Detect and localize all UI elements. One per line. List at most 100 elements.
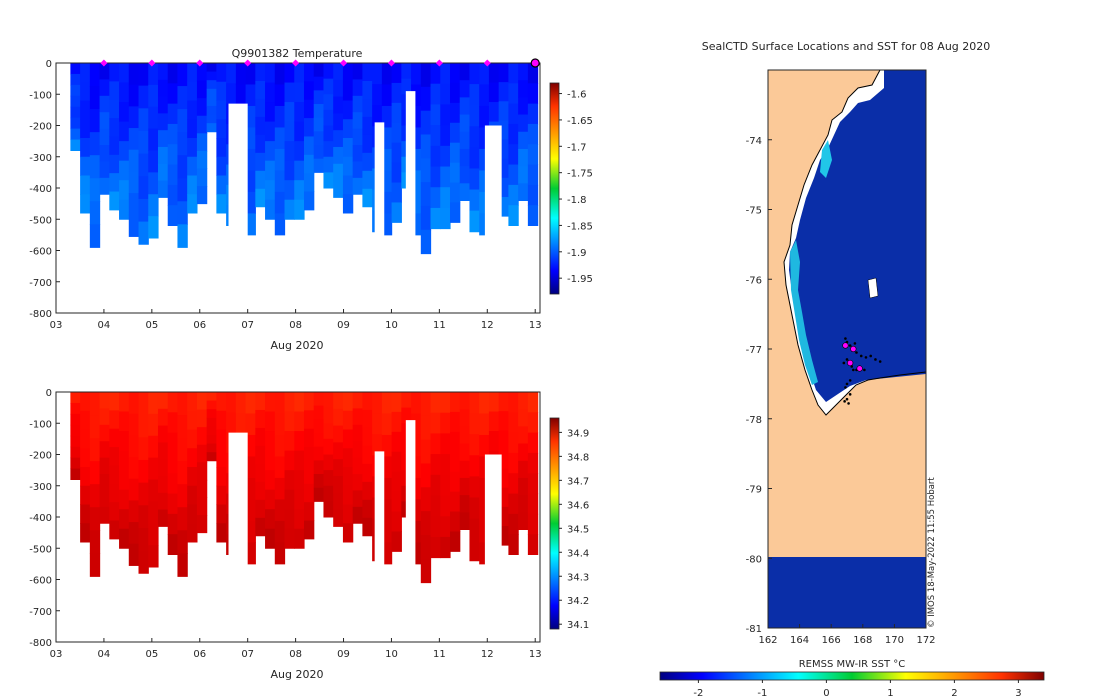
sst-colorbar-tick-label: 3: [1015, 688, 1021, 699]
x-tick-label: 04: [98, 649, 111, 660]
profile-cell: [411, 148, 422, 171]
profile-cell: [157, 96, 169, 114]
profile-cell: [138, 459, 149, 484]
profile-cell: [167, 205, 179, 226]
profile-cell: [119, 489, 130, 510]
profile-cell: [469, 63, 480, 85]
profile-cell: [99, 506, 110, 524]
profile-cell: [313, 63, 325, 78]
profile-cell: [518, 495, 529, 513]
profile-cell: [138, 527, 149, 552]
profile-cell: [420, 86, 432, 112]
profile-cell: [265, 63, 276, 84]
profile-cell: [216, 194, 227, 214]
profile-cell: [518, 512, 529, 530]
profile-cell: [527, 164, 539, 186]
x-tick-label: 11: [433, 320, 446, 331]
x-tick-label: 03: [50, 320, 63, 331]
profile-cell: [196, 98, 208, 117]
profile-cell: [303, 483, 315, 503]
profile-cell: [342, 194, 354, 214]
profile-cell: [381, 191, 393, 214]
profile-cell: [255, 445, 266, 465]
profile-cell: [177, 507, 188, 531]
profile-cell: [167, 432, 179, 454]
y-tick-label: -700: [29, 278, 52, 289]
profile-cell: [177, 86, 188, 110]
profile-cell: [440, 207, 451, 230]
profile-cell: [498, 82, 509, 102]
profile-cell: [196, 133, 208, 152]
profile-cell: [498, 139, 509, 160]
profile-cell: [80, 81, 91, 101]
profile-cell: [313, 419, 325, 434]
x-tick-label: 06: [193, 320, 206, 331]
data-gap: [405, 91, 416, 313]
profile-cell: [459, 460, 471, 479]
x-tick-label: 05: [145, 649, 158, 660]
profile-cell: [333, 459, 344, 477]
profile-cell: [89, 438, 101, 462]
x-tick-label: 12: [481, 649, 494, 660]
profile-cell: [430, 474, 441, 497]
profile-cell: [216, 448, 227, 468]
track-point: [848, 344, 852, 347]
profile-cell: [323, 392, 334, 409]
profile-cell: [440, 63, 451, 85]
x-tick-label: 08: [289, 320, 302, 331]
profile-cell: [128, 193, 140, 216]
track-point: [878, 360, 882, 363]
profile-cell: [333, 509, 344, 527]
profile-cell: [303, 428, 315, 448]
profile-cell: [342, 448, 354, 468]
profile-cell: [488, 102, 500, 123]
profile-cell: [391, 162, 402, 184]
profile-cell: [362, 427, 373, 447]
profile-cell: [245, 434, 256, 457]
profile-marker: [148, 59, 156, 67]
profile-cell: [167, 103, 179, 125]
profile-cell: [469, 126, 480, 148]
y-tick-label: -600: [29, 247, 52, 258]
profile-cell: [255, 170, 266, 190]
profile-cell: [128, 128, 140, 151]
profile-cell: [381, 84, 393, 107]
profile-cell: [167, 513, 179, 535]
profile-cell: [187, 410, 198, 430]
profile-cell: [148, 128, 159, 152]
profile-cell: [508, 452, 519, 474]
profile-cell: [206, 71, 217, 81]
profile-cell: [255, 517, 266, 537]
profile-cell: [128, 171, 140, 194]
profile-cell: [167, 164, 179, 186]
profile-cell: [362, 80, 373, 100]
profile-cell: [255, 80, 266, 100]
profile-cell: [323, 78, 334, 95]
profile-cell: [362, 116, 373, 136]
profile-cell: [274, 63, 286, 85]
profile-cell: [274, 542, 286, 565]
temperature-panel: Q9901382 Temperature 0 -100 -200 -300 -400 -5…: [29, 47, 593, 352]
profile-cell: [333, 130, 344, 148]
profile-cell: [89, 461, 101, 485]
profile-cell: [274, 84, 286, 107]
profile-cell: [274, 148, 286, 171]
profile-cell: [216, 175, 227, 195]
profile-cell: [430, 454, 441, 476]
profile-cell: [119, 470, 130, 491]
profile-cell: [391, 182, 402, 203]
profile-cell: [420, 534, 432, 560]
profile-cell: [420, 229, 432, 255]
profile-cell: [450, 411, 461, 433]
profile-cell: [157, 509, 169, 527]
y-tick-label: -400: [29, 513, 52, 524]
profile-cell: [128, 478, 140, 501]
data-gap: [405, 420, 416, 642]
profile-cell: [411, 213, 422, 236]
profile-cell: [245, 105, 256, 128]
profile-cell: [303, 392, 315, 411]
profile-cell: [109, 520, 120, 540]
profile-cell: [196, 427, 208, 446]
profile-cell: [157, 130, 169, 148]
profile-cell: [99, 457, 110, 475]
